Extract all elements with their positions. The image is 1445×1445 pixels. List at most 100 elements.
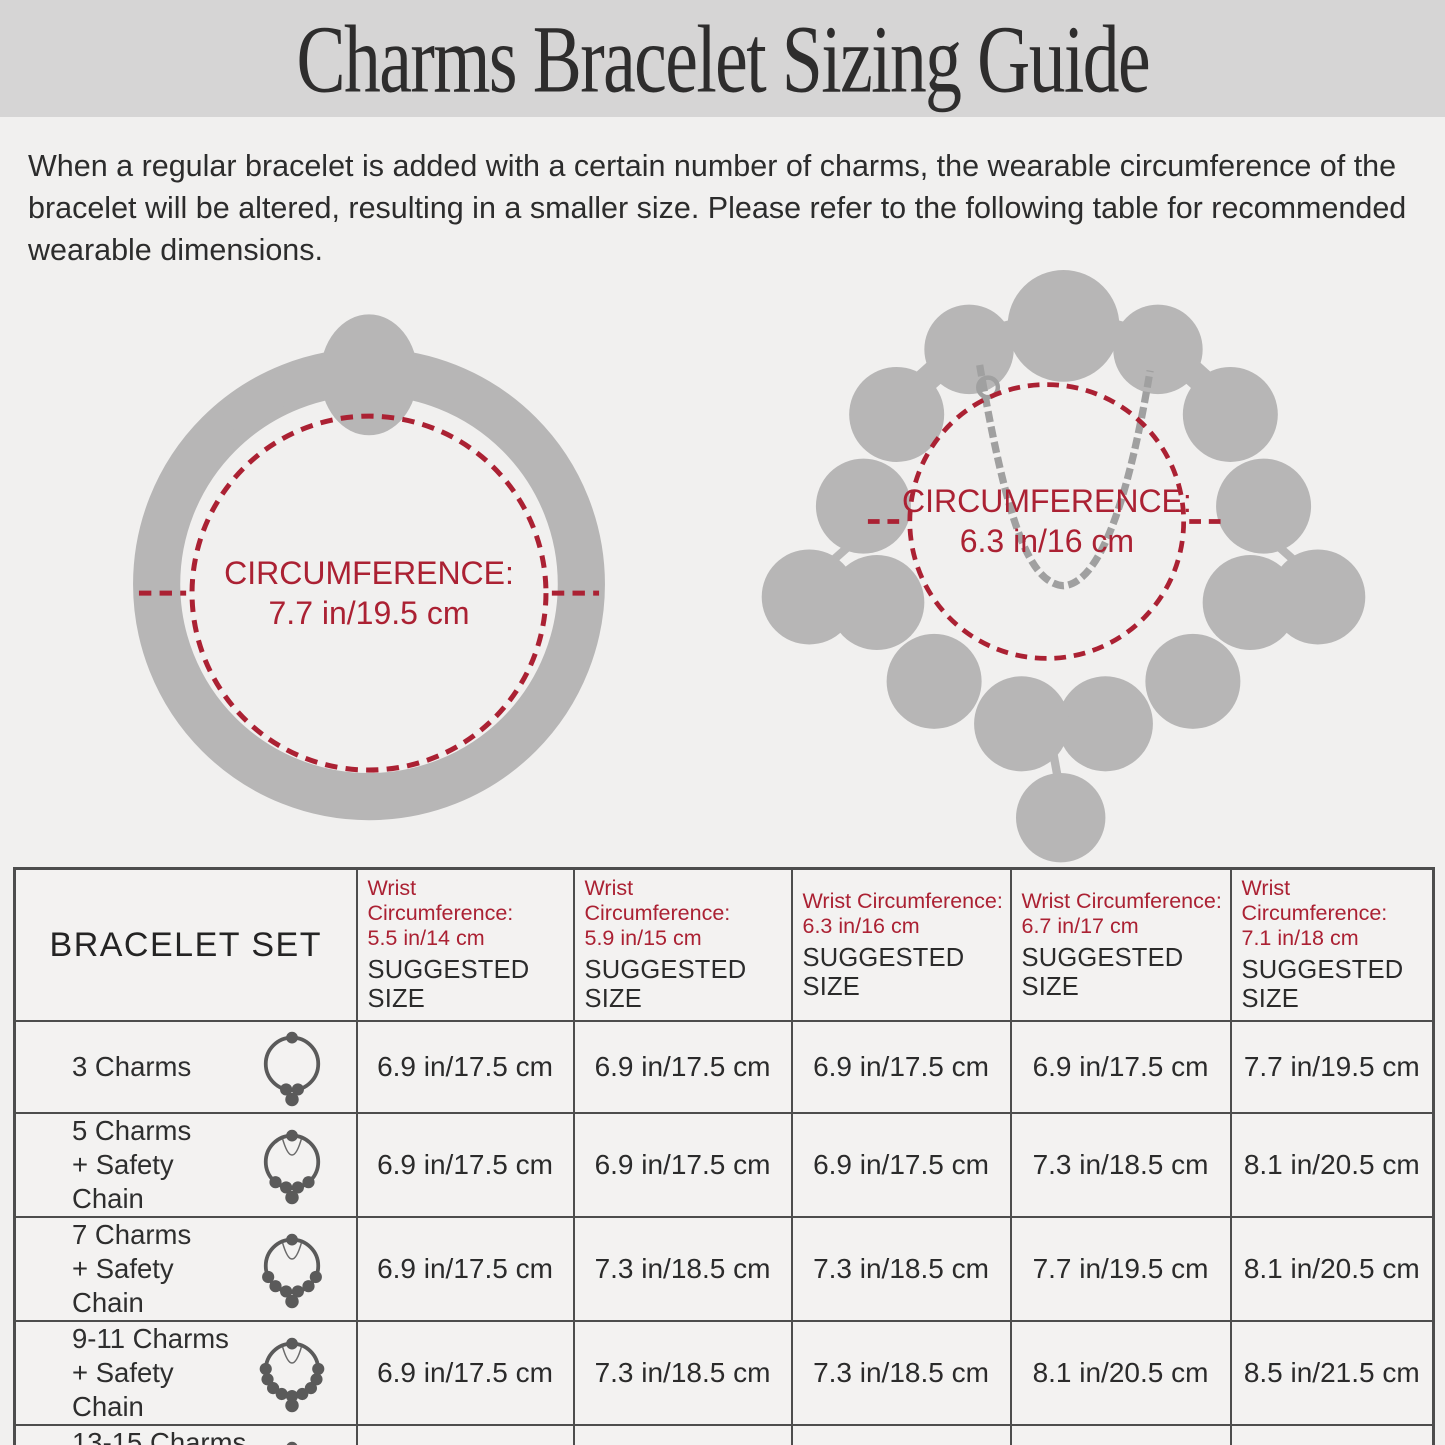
table-row-3-charms: 3 Charms 6.9 in/17.5 cm 6.9 in/17.5 cm 6…: [13, 1020, 1435, 1114]
row-label-line1: 13-15 Charms: [72, 1427, 247, 1445]
column-header-wrist-16cm: Wrist Circumference: 6.3 in/16 cm SUGGES…: [790, 867, 1012, 1022]
suggested-size-label: SUGGESTED SIZE: [367, 956, 530, 1013]
size-value-cell: 6.9 in/17.5 cm: [355, 1020, 575, 1114]
wrist-circumference-label: Wrist Circumference:: [1241, 876, 1388, 925]
wrist-circumference-label: Wrist Circumference:: [584, 876, 731, 925]
size-value-cell: 6.9 in/17.5 cm: [1009, 1020, 1232, 1114]
row-label: 5 Charms + Safety Chain: [72, 1114, 250, 1216]
intro-paragraph: When a regular bracelet is added with a …: [28, 149, 1407, 267]
title-banner: Charms Bracelet Sizing Guide: [0, 0, 1445, 117]
size-value-cell: 6.9 in/17.5 cm: [572, 1112, 793, 1218]
size-value-cell: 7.3 in/18.5 cm: [355, 1424, 575, 1445]
size-value-cell: 7.3 in/18.5 cm: [572, 1216, 793, 1322]
bracelet-set-cell: 13-15 Charms + Safety Chain: [13, 1424, 358, 1445]
wrist-circumference-value: 7.1 in/18 cm: [1241, 926, 1359, 950]
plain-bracelet-illustration: [133, 313, 605, 820]
table-row-5-charms: 5 Charms + Safety Chain 6.9 in/17.5 cm 6…: [13, 1112, 1435, 1218]
wrist-circumference-label: Wrist Circumference:: [1021, 888, 1222, 913]
size-value-cell: 8.1 in/20.5 cm: [1229, 1216, 1435, 1322]
row-label-line1: 9-11 Charms: [72, 1323, 229, 1354]
wrist-circumference-label: Wrist Circumference:: [802, 888, 1003, 913]
row-label: 3 Charms: [72, 1050, 250, 1084]
size-value-cell: 6.9 in/17.5 cm: [790, 1020, 1012, 1114]
size-value-cell: 8.1 in/20.5 cm: [1009, 1424, 1232, 1445]
bracelet-set-icon: [263, 1129, 320, 1205]
charm-bead: [924, 304, 1014, 395]
table-row-9-11-charms: 9-11 Charms + Safety Chain 6.9 in/17.5 c…: [13, 1320, 1435, 1426]
size-value-cell: 7.7 in/19.5 cm: [1229, 1020, 1435, 1114]
row-label-line1: 7 Charms: [72, 1219, 192, 1250]
bracelet-set-cell: 3 Charms: [13, 1020, 358, 1114]
size-value-cell: 7.7 in/19.5 cm: [572, 1424, 793, 1445]
suggested-size-label: SUGGESTED SIZE: [1241, 956, 1404, 1013]
charm-bead: [1145, 633, 1241, 729]
charm-bracelet-illustration: [761, 270, 1366, 863]
dangle-charm-right: [1270, 549, 1366, 645]
size-value-cell: 8.5 in/21.5 cm: [1229, 1424, 1435, 1445]
suggested-size-label: SUGGESTED SIZE: [802, 943, 965, 1001]
charm-bracelet-figure: CIRCUMFERENCE: 6.3 in/16 cm: [756, 270, 1371, 868]
circumference-label: CIRCUMFERENCE: 6.3 in/16 cm: [902, 481, 1192, 561]
row-label-line2: + Safety Chain: [72, 1357, 174, 1422]
size-value-cell: 8.1 in/20.5 cm: [1229, 1112, 1435, 1218]
size-value-cell: 8.1 in/20.5 cm: [1009, 1320, 1232, 1426]
column-header-wrist-18cm: Wrist Circumference: 7.1 in/18 cm SUGGES…: [1229, 867, 1435, 1022]
wrist-circumference-value: 5.5 in/14 cm: [367, 926, 485, 950]
charm-bead: [1057, 676, 1153, 772]
bracelet-set-cell: 9-11 Charms + Safety Chain: [13, 1320, 358, 1426]
size-value-cell: 7.3 in/18.5 cm: [790, 1216, 1012, 1322]
column-header-wrist-17cm: Wrist Circumference: 6.7 in/17 cm SUGGES…: [1009, 867, 1232, 1022]
bracelet-set-icon: [261, 1233, 322, 1309]
size-value-cell: 7.7 in/19.5 cm: [790, 1424, 1012, 1445]
row-label: 9-11 Charms + Safety Chain: [72, 1322, 250, 1424]
circumference-label: CIRCUMFERENCE: 7.7 in/19.5 cm: [224, 553, 514, 633]
page-title: Charms Bracelet Sizing Guide: [296, 4, 1150, 113]
wrist-circumference-label: Wrist Circumference:: [367, 876, 514, 925]
size-value-cell: 6.9 in/17.5 cm: [355, 1112, 575, 1218]
band-stopper-left: [222, 378, 285, 434]
sizing-table: BRACELET SET Wrist Circumference: 5.5 in…: [13, 867, 1435, 1445]
charm-bead: [1182, 366, 1278, 462]
bracelet-clasp: [320, 313, 418, 435]
charm-bead: [886, 633, 982, 729]
bracelet-set-icon: [259, 1337, 324, 1413]
column-header-wrist-14cm: Wrist Circumference: 5.5 in/14 cm SUGGES…: [355, 867, 575, 1022]
size-value-cell: 6.9 in/17.5 cm: [572, 1020, 793, 1114]
size-value-cell: 6.9 in/17.5 cm: [355, 1216, 575, 1322]
wrist-circumference-value: 6.3 in/16 cm: [802, 913, 920, 938]
circumference-value: 6.3 in/16 cm: [959, 523, 1135, 560]
row-label-line1: 3 Charms: [72, 1051, 192, 1082]
table-row-13-15-charms: 13-15 Charms + Safety Chain 7.3 in/18.5 …: [13, 1424, 1435, 1445]
size-value-cell: 6.9 in/17.5 cm: [355, 1320, 575, 1426]
row-label-line1: 5 Charms: [72, 1115, 192, 1146]
bracelet-set-icon: [286, 1441, 297, 1445]
bracelet-set-icon: [263, 1031, 320, 1107]
charm-bead: [1007, 270, 1120, 382]
bracelet-set-cell: 5 Charms + Safety Chain: [13, 1112, 358, 1218]
bracelet-set-cell: 7 Charms + Safety Chain: [13, 1216, 358, 1322]
size-value-cell: 8.5 in/21.5 cm: [1229, 1320, 1435, 1426]
suggested-size-label: SUGGESTED SIZE: [584, 956, 747, 1013]
circumference-dashed-circle: [189, 413, 549, 773]
table-header-row: BRACELET SET Wrist Circumference: 5.5 in…: [13, 867, 1435, 1022]
charm-bead: [1216, 458, 1312, 554]
circumference-title: CIRCUMFERENCE:: [224, 554, 514, 591]
size-value-cell: 7.3 in/18.5 cm: [1009, 1112, 1232, 1218]
circumference-title: CIRCUMFERENCE:: [902, 483, 1192, 520]
size-value-cell: 7.3 in/18.5 cm: [790, 1320, 1012, 1426]
row-label-line2: + Safety Chain: [72, 1149, 174, 1214]
plain-bracelet-figure: CIRCUMFERENCE: 7.7 in/19.5 cm: [74, 307, 664, 832]
row-label: 7 Charms + Safety Chain: [72, 1218, 250, 1320]
row-label: 13-15 Charms + Safety Chain: [72, 1426, 250, 1445]
row-label-line2: + Safety Chain: [72, 1253, 174, 1318]
table-row-7-charms: 7 Charms + Safety Chain 6.9 in/17.5 cm 7…: [13, 1216, 1435, 1322]
wrist-circumference-value: 6.7 in/17 cm: [1021, 913, 1139, 938]
wrist-circumference-value: 5.9 in/15 cm: [584, 926, 702, 950]
size-value-cell: 6.9 in/17.5 cm: [790, 1112, 1012, 1218]
dangle-charm-left: [761, 549, 857, 645]
charm-bead: [1113, 304, 1203, 395]
suggested-size-label: SUGGESTED SIZE: [1021, 943, 1184, 1001]
safety-chain-clasp: [976, 375, 1001, 400]
bracelet-set-header: BRACELET SET: [13, 867, 358, 1022]
charm-bead: [974, 676, 1070, 772]
